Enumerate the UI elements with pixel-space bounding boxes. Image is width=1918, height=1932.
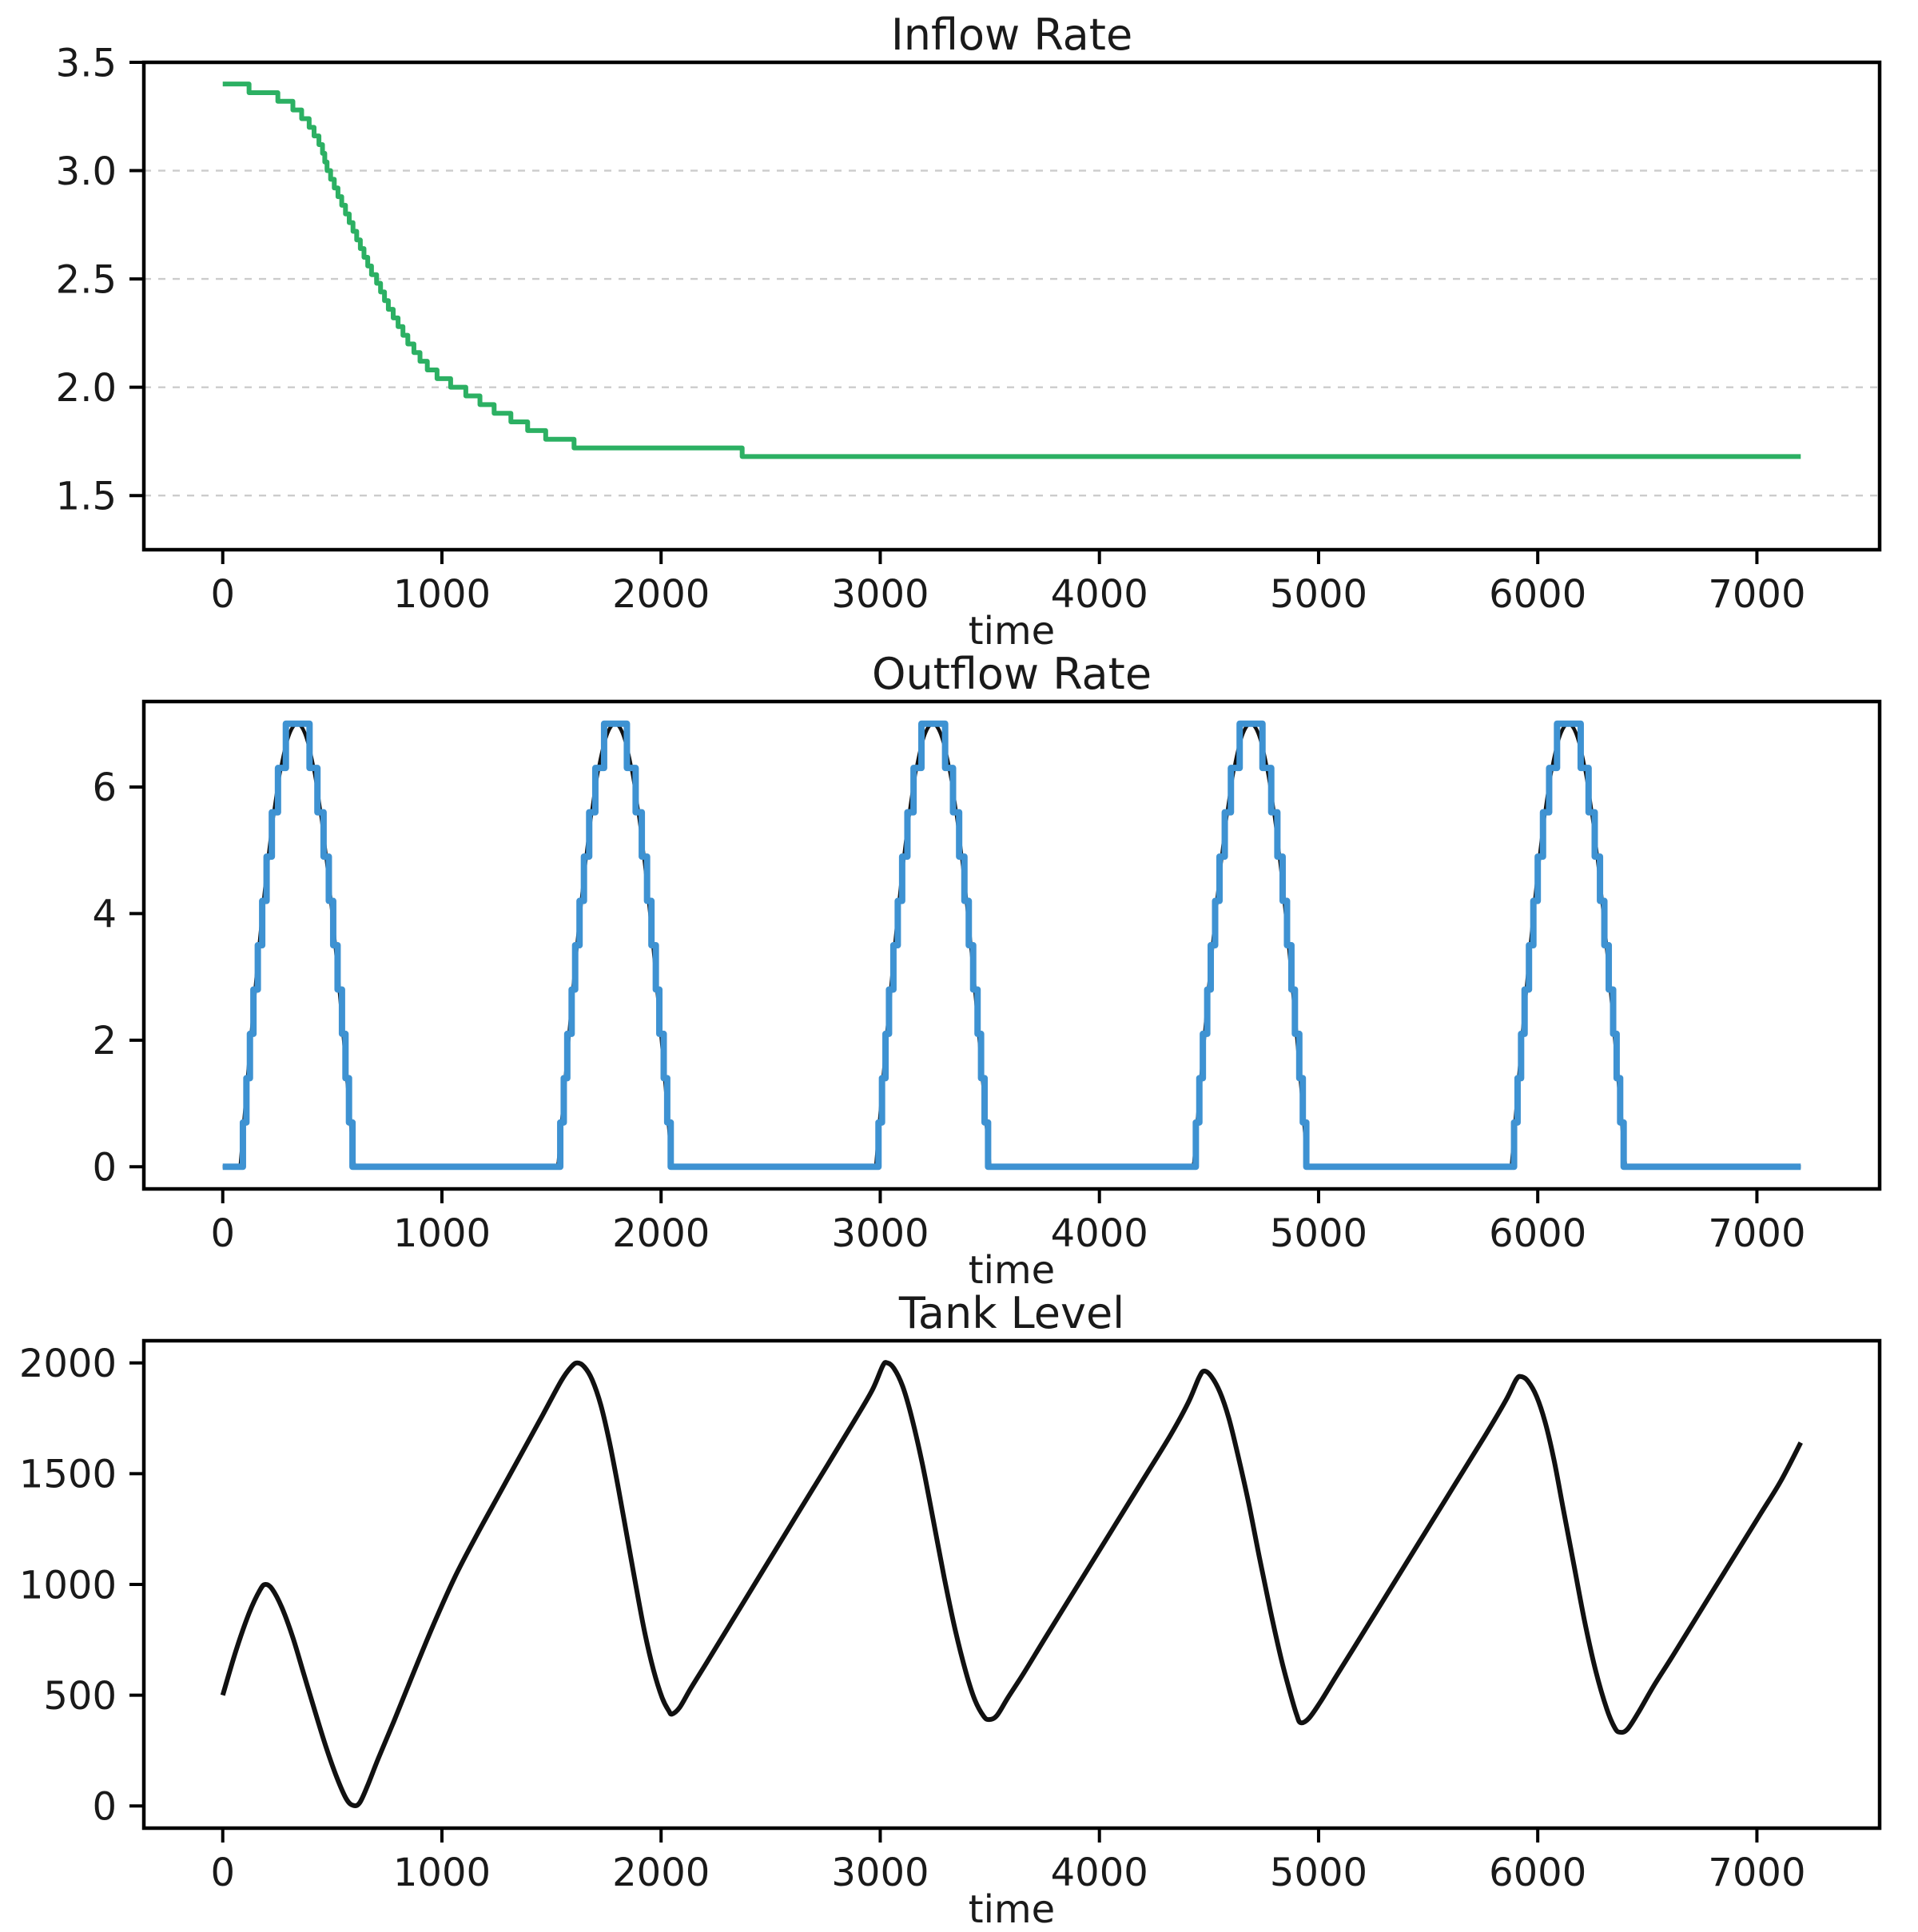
x-tick-label: 6000 bbox=[1489, 572, 1586, 617]
x-tick-label: 0 bbox=[210, 572, 235, 617]
x-tick-label: 5000 bbox=[1270, 1851, 1367, 1895]
y-tick-label: 3.0 bbox=[56, 149, 117, 194]
plot-title-tank: Tank Level bbox=[898, 1288, 1125, 1338]
x-tick-label: 2000 bbox=[612, 1211, 710, 1256]
chart-svg-inflow: 0 1000 2000 3000 4000 5000 6000 7000 3.5 3.0 2.5 2.… bbox=[56, 41, 1882, 617]
y-tick-label: 500 bbox=[43, 1674, 117, 1719]
x-tick-label: 5000 bbox=[1270, 1211, 1367, 1256]
inflow-rate-line bbox=[222, 81, 1801, 459]
y-tick-label: 2.5 bbox=[56, 257, 117, 302]
y-tick-label: 2 bbox=[92, 1019, 117, 1063]
subplot-inflow: Inflow Rate 0 1000 2000 3000 4000 5000 6000 700… bbox=[0, 0, 1918, 654]
x-tick-label: 3000 bbox=[831, 1211, 929, 1256]
x-tick-label: 6000 bbox=[1489, 1851, 1586, 1895]
x-tick-label: 2000 bbox=[612, 572, 710, 617]
x-tick-label: 2000 bbox=[612, 1851, 710, 1895]
x-tick-label: 1000 bbox=[393, 572, 491, 617]
chart-svg-outflow: 0 1000 2000 3000 4000 5000 6000 7000 6 4 2 0 bbox=[92, 699, 1882, 1256]
plot-area-tank: 0 1000 2000 3000 4000 5000 6000 7000 2000 1500 100… bbox=[19, 1338, 1882, 1895]
x-tick-label: 0 bbox=[210, 1851, 235, 1895]
x-axis-label-tank: time bbox=[968, 1887, 1056, 1932]
y-tick-label: 1.5 bbox=[56, 475, 117, 519]
x-tick-label: 4000 bbox=[1051, 1851, 1148, 1895]
x-tick-label: 5000 bbox=[1270, 572, 1367, 617]
y-tick-label: 1500 bbox=[19, 1453, 117, 1497]
x-tick-label: 4000 bbox=[1051, 1211, 1148, 1256]
x-tick-label: 7000 bbox=[1708, 1211, 1805, 1256]
axes-frame bbox=[141, 699, 1882, 1191]
outflow-quantized-line bbox=[222, 720, 1801, 1171]
x-tick-label: 7000 bbox=[1708, 1851, 1805, 1895]
outflow-target-line bbox=[221, 722, 1802, 1169]
x-tick-label: 3000 bbox=[831, 1851, 929, 1895]
y-tick-label: 2.0 bbox=[56, 366, 117, 411]
plot-area-outflow: 0 1000 2000 3000 4000 5000 6000 7000 6 4 2 0 bbox=[92, 699, 1882, 1256]
x-axis-label-outflow: time bbox=[968, 1248, 1056, 1293]
plot-title-outflow: Outflow Rate bbox=[871, 649, 1152, 699]
axes-frame bbox=[141, 60, 1882, 552]
plot-title-inflow: Inflow Rate bbox=[890, 10, 1133, 60]
y-tick-label: 2000 bbox=[19, 1342, 117, 1386]
y-tick-label: 6 bbox=[92, 765, 117, 810]
subplot-outflow: Outflow Rate 0 1000 2000 3000 4000 5000 6000 70… bbox=[0, 639, 1918, 1293]
x-tick-label: 1000 bbox=[393, 1851, 491, 1895]
chart-svg-tank: 0 1000 2000 3000 4000 5000 6000 700020001500100… bbox=[19, 1338, 1882, 1895]
x-tick-label: 7000 bbox=[1708, 572, 1805, 617]
tank-level-line bbox=[220, 1360, 1803, 1809]
axes-frame bbox=[141, 1338, 1882, 1831]
y-tick-label: 3.5 bbox=[56, 41, 117, 85]
y-tick-label: 0 bbox=[92, 1146, 117, 1191]
x-tick-label: 6000 bbox=[1489, 1211, 1586, 1256]
x-tick-label: 1000 bbox=[393, 1211, 491, 1256]
subplot-tank: Tank Level 0 1000 2000 3000 4000 5000 6000 7000… bbox=[0, 1278, 1918, 1932]
x-tick-label: 3000 bbox=[831, 572, 929, 617]
x-tick-label: 4000 bbox=[1051, 572, 1148, 617]
x-axis-label-inflow: time bbox=[968, 609, 1056, 654]
plot-area-inflow: 0 1000 2000 3000 4000 5000 6000 7000 3.5 3.0 2.5 2.… bbox=[56, 41, 1882, 617]
y-tick-label: 1000 bbox=[19, 1563, 117, 1608]
x-tick-label: 0 bbox=[210, 1211, 235, 1256]
y-tick-label: 4 bbox=[92, 892, 117, 937]
y-tick-label: 0 bbox=[92, 1785, 117, 1830]
